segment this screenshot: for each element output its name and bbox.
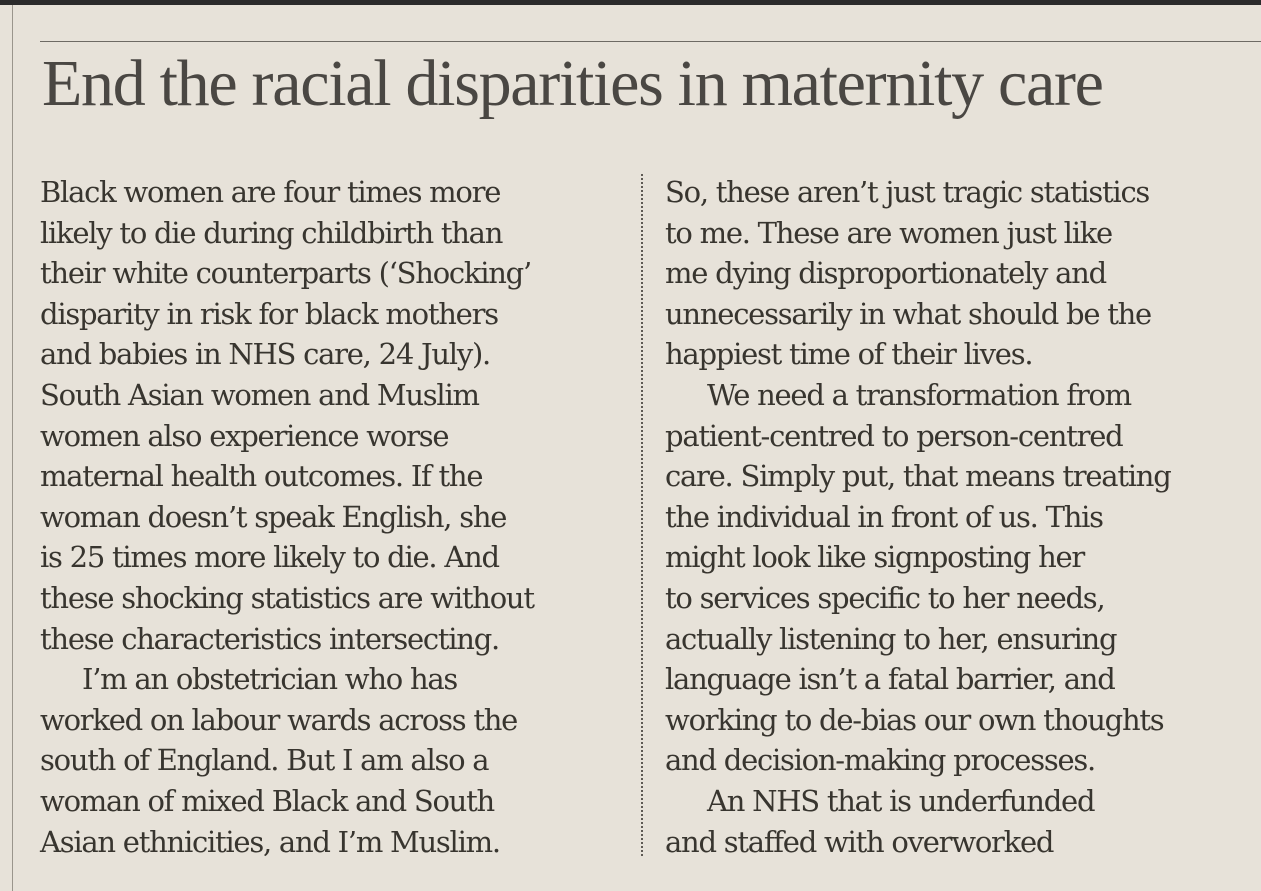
article-text-line: So, these aren’t just tragic statistics [665, 175, 1150, 209]
article-text-line: to services specific to her needs, [665, 580, 1106, 615]
article-text-line: these shocking statistics are without [40, 580, 535, 615]
page-top-edge [0, 0, 1261, 5]
article-text-line: these characteristics intersecting. [40, 621, 500, 656]
article-text-line: women also experience worse [40, 418, 450, 453]
headline-rule [40, 41, 1261, 42]
article-text-line: We need a transformation from [707, 377, 1132, 412]
page-left-rule [12, 5, 13, 891]
article-text-line: Black women are four times more [40, 175, 501, 209]
article-text-line: woman doesn’t speak English, she [40, 499, 507, 534]
article-column-left: Black women are four times more likely to… [40, 172, 635, 862]
article-text-line: and staffed with overworked [665, 824, 1054, 859]
article-text-line: I’m an obstetrician who has [82, 662, 458, 697]
article-text-line: and babies in NHS care, 24 July). [40, 337, 491, 372]
article-text-line: might look like signposting her [665, 540, 1085, 575]
article-text-line: the individual in front of us. This [665, 499, 1104, 534]
article-text-line: me dying disproportionately and [665, 256, 1107, 291]
article-text-line: South Asian women and Muslim [40, 377, 480, 412]
article-text-line: care. Simply put, that means treating [665, 459, 1172, 494]
article-text-line: worked on labour wards across the [40, 702, 518, 737]
article-headline: End the racial disparities in maternity … [42, 47, 1104, 120]
article-text-line: their white counterparts (‘Shocking’ [40, 256, 532, 291]
article-text-line: working to de-bias our own thoughts [665, 702, 1165, 737]
article-text-line: woman of mixed Black and South [40, 783, 495, 818]
article-text-line: unnecessarily in what should be the [665, 296, 1152, 331]
article-text-line: maternal health outcomes. If the [40, 459, 484, 494]
article-column-right: So, these aren’t just tragic statistics t… [665, 172, 1255, 862]
article-text-line: actually listening to her, ensuring [665, 621, 1118, 656]
article-text-line: happiest time of their lives. [665, 337, 1034, 372]
article-text-line: Asian ethnicities, and I’m Muslim. [40, 824, 501, 859]
article-text-line: patient-centred to person-centred [665, 418, 1124, 453]
article-text-line: disparity in risk for black mothers [40, 296, 499, 331]
article-text-line: An NHS that is underfunded [707, 783, 1096, 818]
column-divider [641, 174, 643, 856]
article-text-line: language isn’t a fatal barrier, and [665, 662, 1116, 697]
article-text-line: likely to die during childbirth than [40, 215, 503, 250]
article-text-line: and decision-making processes. [665, 743, 1096, 778]
article-text-line: is 25 times more likely to die. And [40, 540, 500, 575]
article-text-line: south of England. But I am also a [40, 743, 490, 778]
article-text-line: to me. These are women just like [665, 215, 1113, 250]
